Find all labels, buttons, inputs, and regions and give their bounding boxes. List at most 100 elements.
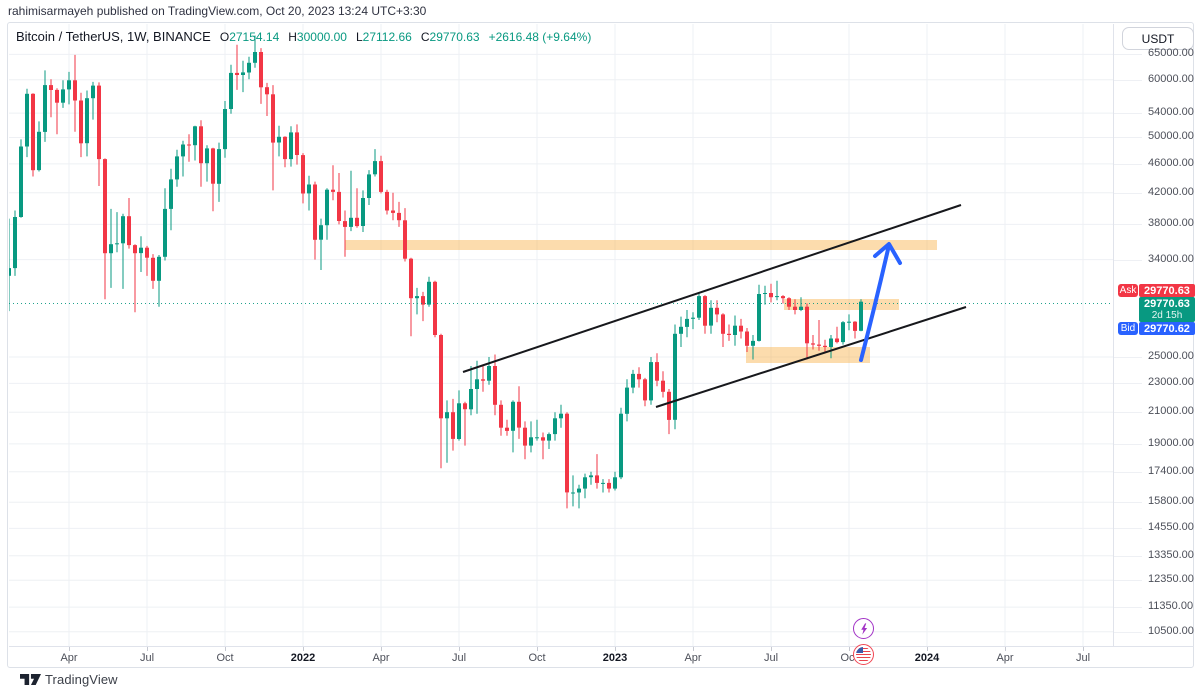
candle-body	[139, 247, 143, 254]
candle-body	[469, 389, 473, 410]
price-axis-tick	[1114, 193, 1142, 194]
candle-body	[325, 189, 329, 226]
candle-body	[775, 296, 779, 298]
candle-body	[373, 161, 377, 175]
candle-body	[523, 427, 527, 446]
price-axis-tick	[1114, 164, 1142, 165]
candle-body	[427, 281, 431, 305]
candle-body	[31, 93, 35, 171]
candle-body	[595, 475, 599, 483]
candle-body	[343, 221, 347, 227]
candle-body	[193, 126, 197, 146]
candle-body	[127, 216, 131, 246]
candle-body	[709, 307, 713, 326]
candle-body	[793, 306, 797, 310]
candle-body	[49, 85, 53, 90]
price-axis-label: 14550.00	[1148, 521, 1194, 533]
price-axis-label: 25000.00	[1148, 350, 1194, 362]
candle-body	[625, 387, 629, 414]
time-axis-month-label: Apr	[684, 652, 702, 664]
candle-body	[115, 243, 119, 245]
candle-body	[151, 257, 155, 281]
candle-body	[835, 338, 839, 343]
candle-body	[487, 366, 491, 381]
channel-lower-trendline[interactable]	[655, 306, 967, 408]
candle-body	[229, 72, 233, 109]
candle-body	[535, 437, 539, 439]
candle-body	[187, 144, 191, 146]
price-axis-label: 42000.00	[1148, 186, 1194, 198]
candle-body	[235, 72, 239, 75]
lightning-bolt-glyph	[860, 622, 867, 635]
candle-body	[55, 89, 59, 103]
projection-arrow-head[interactable]	[873, 242, 902, 265]
lightning-event-icon[interactable]	[853, 618, 874, 639]
candle-body	[607, 482, 611, 489]
candle-body	[553, 418, 557, 435]
candle-body	[253, 52, 257, 63]
candle-body	[199, 126, 203, 164]
support-zone-lower[interactable]	[746, 347, 870, 363]
currency-button[interactable]: USDT	[1122, 27, 1194, 50]
time-axis-tick	[849, 647, 850, 651]
us-flag-glyph	[856, 647, 871, 662]
candle-body	[415, 296, 419, 299]
candle-body	[391, 210, 395, 213]
candle-body	[577, 488, 581, 493]
candle-body	[73, 80, 77, 101]
candle-body	[175, 156, 179, 180]
candle-body	[817, 344, 821, 346]
candle-body	[661, 380, 665, 392]
candle-body	[559, 413, 563, 419]
candlestick-chart[interactable]	[9, 24, 1113, 646]
time-axis-month-label: Apr	[372, 652, 390, 664]
candle-body	[601, 482, 605, 484]
tradingview-logo[interactable]: TradingView	[20, 672, 118, 687]
time-axis-tick	[225, 647, 226, 651]
us-flag-event-icon[interactable]	[853, 644, 874, 665]
price-axis-tick	[1114, 383, 1142, 384]
candle-body	[589, 475, 593, 478]
candle-body	[637, 373, 641, 380]
symbol-title[interactable]: Bitcoin / TetherUS, 1W, BINANCE	[16, 29, 211, 44]
candle-body	[403, 220, 407, 259]
channel-upper-trendline[interactable]	[462, 204, 962, 373]
candle-body	[691, 317, 695, 319]
candle-body	[811, 343, 815, 345]
candle-body	[421, 296, 425, 305]
time-axis-tick	[1083, 647, 1084, 651]
price-axis-label: 50000.00	[1148, 130, 1194, 142]
candle-body	[169, 179, 173, 209]
candle-body	[283, 136, 287, 160]
projection-arrow-shaft[interactable]	[859, 243, 891, 362]
time-axis-tick	[693, 647, 694, 651]
time-axis-tick	[459, 647, 460, 651]
candle-body	[109, 244, 113, 254]
bid-price-label: 29770.62	[1139, 322, 1195, 335]
candle-body	[133, 245, 137, 254]
candle-body	[277, 136, 281, 143]
price-axis-label: 11350.00	[1148, 600, 1194, 612]
price-axis[interactable]: 65000.00 60000.00 54000.00 50000.00 46000.00…	[1113, 24, 1194, 646]
candle-body	[583, 477, 587, 489]
resistance-zone-upper[interactable]	[345, 240, 937, 250]
price-axis-tick	[1114, 357, 1142, 358]
price-axis-tick	[1114, 502, 1142, 503]
time-axis[interactable]: Apr Jul Oct 2022 Apr Jul Oct 2023 Apr Jul Oct 2024 A…	[9, 646, 1194, 668]
candle-body	[529, 437, 533, 446]
price-axis-label: 34000.00	[1148, 253, 1194, 265]
candle-body	[355, 217, 359, 227]
candle-body	[547, 434, 551, 441]
time-axis-tick	[537, 647, 538, 651]
candle-body	[541, 437, 545, 441]
candle-body	[805, 306, 809, 344]
price-axis-tick	[1114, 80, 1142, 81]
candle-body	[43, 85, 47, 132]
candle-body	[667, 391, 671, 420]
candle-body	[79, 100, 83, 144]
time-axis-year-label: 2022	[290, 652, 316, 664]
candle-body	[301, 155, 305, 194]
price-axis-label: 21000.00	[1148, 405, 1194, 417]
candle-body	[859, 301, 863, 331]
supply-zone-mid[interactable]	[784, 299, 899, 310]
